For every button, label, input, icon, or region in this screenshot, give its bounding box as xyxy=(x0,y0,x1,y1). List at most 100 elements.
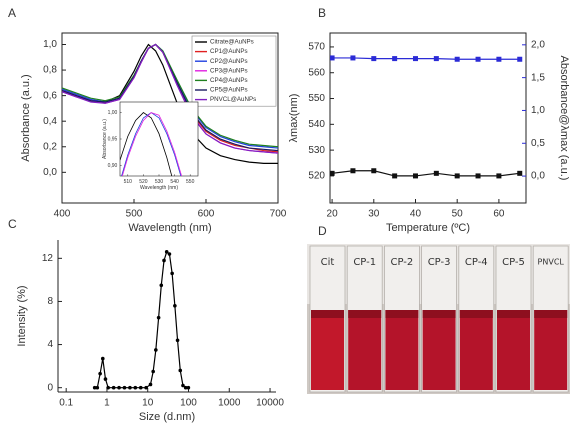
point xyxy=(111,385,116,390)
point xyxy=(412,173,418,179)
cuvette-liquid xyxy=(348,310,382,390)
series-line xyxy=(120,112,173,176)
x-tick-label: 100 xyxy=(180,398,197,409)
point xyxy=(181,383,185,388)
point xyxy=(144,385,148,390)
point xyxy=(164,250,169,254)
y-tick-label: 4 xyxy=(47,339,53,350)
point xyxy=(173,303,177,308)
y-tick-label: 1,0 xyxy=(43,39,57,50)
liquid-surface xyxy=(534,310,568,318)
point xyxy=(162,258,166,263)
panel-label: D xyxy=(318,224,327,238)
point xyxy=(350,55,356,61)
y-tick-label: 8 xyxy=(47,296,53,307)
point xyxy=(454,173,460,179)
x-tick-label: 60 xyxy=(493,209,505,220)
point xyxy=(371,56,377,62)
x-tick-label: 30 xyxy=(368,209,380,220)
x-axis-label: Temperature (ºC) xyxy=(386,222,470,234)
liquid-surface xyxy=(422,310,456,318)
point xyxy=(100,356,105,361)
series-line xyxy=(62,43,278,154)
point xyxy=(156,315,161,320)
point xyxy=(170,271,174,276)
y2-tick-label: 1,0 xyxy=(531,105,545,116)
legend-label: CP2@AuNPs xyxy=(210,58,248,65)
x-tick-label: 520 xyxy=(139,179,148,185)
point xyxy=(151,369,155,374)
point xyxy=(186,385,191,390)
panel-label: B xyxy=(318,6,326,20)
x-tick-label: 10000 xyxy=(256,398,284,409)
x-axis-label: Size (d.nm) xyxy=(139,411,195,423)
cuvette-label: CP-3 xyxy=(428,257,451,268)
cuvette-liquid xyxy=(385,310,419,390)
cuvette-liquid xyxy=(534,310,568,390)
x-axis-label: Wavelength (nm) xyxy=(128,222,211,234)
series-line xyxy=(332,57,520,60)
cuvette-label: CP-4 xyxy=(465,257,488,268)
liquid-surface xyxy=(459,310,493,318)
x-tick-label: 530 xyxy=(155,179,164,185)
x-axis-label: Wavelength (nm) xyxy=(140,185,178,191)
liquid-surface xyxy=(311,310,344,318)
point xyxy=(475,56,481,62)
y2-tick-label: 2,0 xyxy=(531,39,545,50)
y2-tick-label: 0,0 xyxy=(531,171,545,182)
point xyxy=(496,56,502,62)
series-line xyxy=(121,112,182,176)
series-line xyxy=(121,112,183,176)
y2-tick-label: 0,5 xyxy=(531,138,545,149)
cuvette-label: CP-5 xyxy=(502,257,525,268)
y-tick-label: 560 xyxy=(308,67,325,78)
y-tick-label: 0 xyxy=(47,382,53,393)
cuvette-liquid xyxy=(422,310,456,390)
cuvette-label: PNVCL xyxy=(538,258,565,267)
legend-label: CP1@AuNPs xyxy=(210,48,248,55)
panel-label: A xyxy=(8,6,16,20)
point xyxy=(92,385,97,390)
point xyxy=(350,168,356,174)
point xyxy=(138,385,143,390)
cuvette-liquid xyxy=(497,310,530,390)
y-axis-label: Intensity (%) xyxy=(16,285,28,346)
x-tick-label: 1000 xyxy=(218,398,241,409)
cuvette-label: CP-2 xyxy=(391,257,414,268)
y-tick-label: 0,95 xyxy=(108,136,118,142)
legend-label: CP4@AuNPs xyxy=(210,77,248,84)
y-axis-label: Absorbance (a.u.) xyxy=(102,119,108,159)
point xyxy=(98,371,102,376)
point xyxy=(159,283,164,288)
point xyxy=(103,377,108,381)
point xyxy=(122,385,127,390)
x-tick-label: 1 xyxy=(104,398,110,409)
point xyxy=(392,173,398,179)
y-axis-label: λmax(nm) xyxy=(288,94,300,143)
y-tick-label: 0,8 xyxy=(43,65,57,76)
cuvette-label: CP-1 xyxy=(353,257,376,268)
x-tick-label: 0.1 xyxy=(59,398,73,409)
point xyxy=(183,385,188,390)
series-group xyxy=(62,43,278,164)
liquid-surface xyxy=(497,310,530,318)
y-tick-label: 1,00 xyxy=(108,110,118,116)
y-tick-label: 530 xyxy=(308,145,325,156)
y-axis-label: Absorbance (a.u.) xyxy=(20,74,32,161)
series-group xyxy=(330,55,523,179)
y-tick-label: 540 xyxy=(308,119,325,130)
point xyxy=(433,56,439,62)
y-tick-label: 520 xyxy=(308,171,325,182)
legend-label: CP3@AuNPs xyxy=(210,67,248,74)
x-tick-label: 700 xyxy=(270,209,287,220)
series-line xyxy=(332,170,520,177)
point xyxy=(133,385,138,390)
point xyxy=(433,170,439,176)
plot-frame xyxy=(119,101,199,177)
y-tick-label: 0,4 xyxy=(43,116,57,127)
point xyxy=(392,56,398,62)
y-tick-label: 12 xyxy=(42,253,54,264)
point xyxy=(95,385,100,390)
point xyxy=(128,385,132,390)
x-tick-label: 500 xyxy=(126,209,143,220)
